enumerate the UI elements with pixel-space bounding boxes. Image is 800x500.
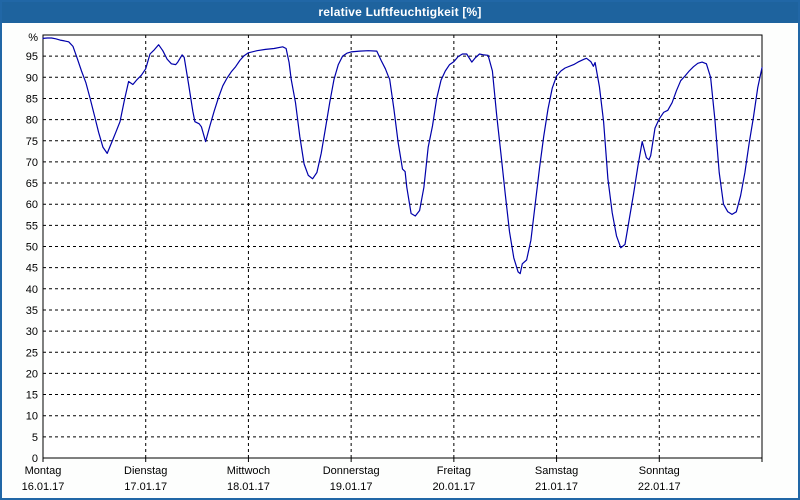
axis-label: 70: [26, 157, 38, 169]
axis-label: 30: [26, 326, 38, 338]
plot-area: [43, 35, 762, 458]
axis-label: 17.01.17: [124, 481, 167, 493]
axis-label: 55: [26, 220, 38, 232]
axis-label: 80: [26, 115, 38, 127]
axis-label: Montag: [25, 465, 62, 477]
axis-label: 21.01.17: [535, 481, 578, 493]
chart-title: relative Luftfeuchtigkeit [%]: [318, 5, 482, 19]
axis-label: Donnerstag: [323, 465, 380, 477]
humidity-series-line: [42, 37, 763, 275]
axis-label: 75: [26, 136, 38, 148]
axis-label: 95: [26, 51, 38, 63]
x-axis-labels: Montag 16.01.17 Dienstag 17.01.17 Mittwoch 18…: [22, 465, 681, 493]
axis-label: 18.01.17: [227, 481, 270, 493]
axes: [42, 34, 763, 462]
y-axis-labels: 0 5 10 15 20 25 30 35 40 45 50 55 60 65 70 75 80 85 90 95%: [26, 32, 38, 465]
axis-label: Freitag: [437, 465, 471, 477]
axis-label: 20: [26, 368, 38, 380]
axis-label: 45: [26, 263, 38, 275]
axis-label: 15: [26, 390, 38, 402]
humidity-chart: 0 5 10 15 20 25 30 35 40 45 50 55 60 65 70 75 80 85 90 95% M…: [22, 32, 763, 493]
axis-label: 85: [26, 93, 38, 105]
axis-label: 0: [32, 453, 38, 465]
axis-label: 50: [26, 242, 38, 254]
axis-label: Mittwoch: [227, 465, 270, 477]
axis-label: Dienstag: [124, 465, 167, 477]
axis-label: 19.01.17: [330, 481, 373, 493]
gridlines: [43, 35, 762, 458]
axis-label: 40: [26, 284, 38, 296]
axis-label: 35: [26, 305, 38, 317]
axis-label: 20.01.17: [432, 481, 475, 493]
axis-label: 16.01.17: [22, 481, 65, 493]
axis-label: Samstag: [535, 465, 578, 477]
axis-label: 25: [26, 347, 38, 359]
title-bar: relative Luftfeuchtigkeit [%]: [2, 2, 798, 23]
axis-label: Sonntag: [639, 465, 680, 477]
axis-label: 22.01.17: [638, 481, 681, 493]
axis-label: 10: [26, 411, 38, 423]
axis-label: 65: [26, 178, 38, 190]
axis-label: 5: [32, 432, 38, 444]
axis-label: 60: [26, 199, 38, 211]
axis-label: 90: [26, 72, 38, 84]
axis-label: %: [28, 32, 38, 44]
